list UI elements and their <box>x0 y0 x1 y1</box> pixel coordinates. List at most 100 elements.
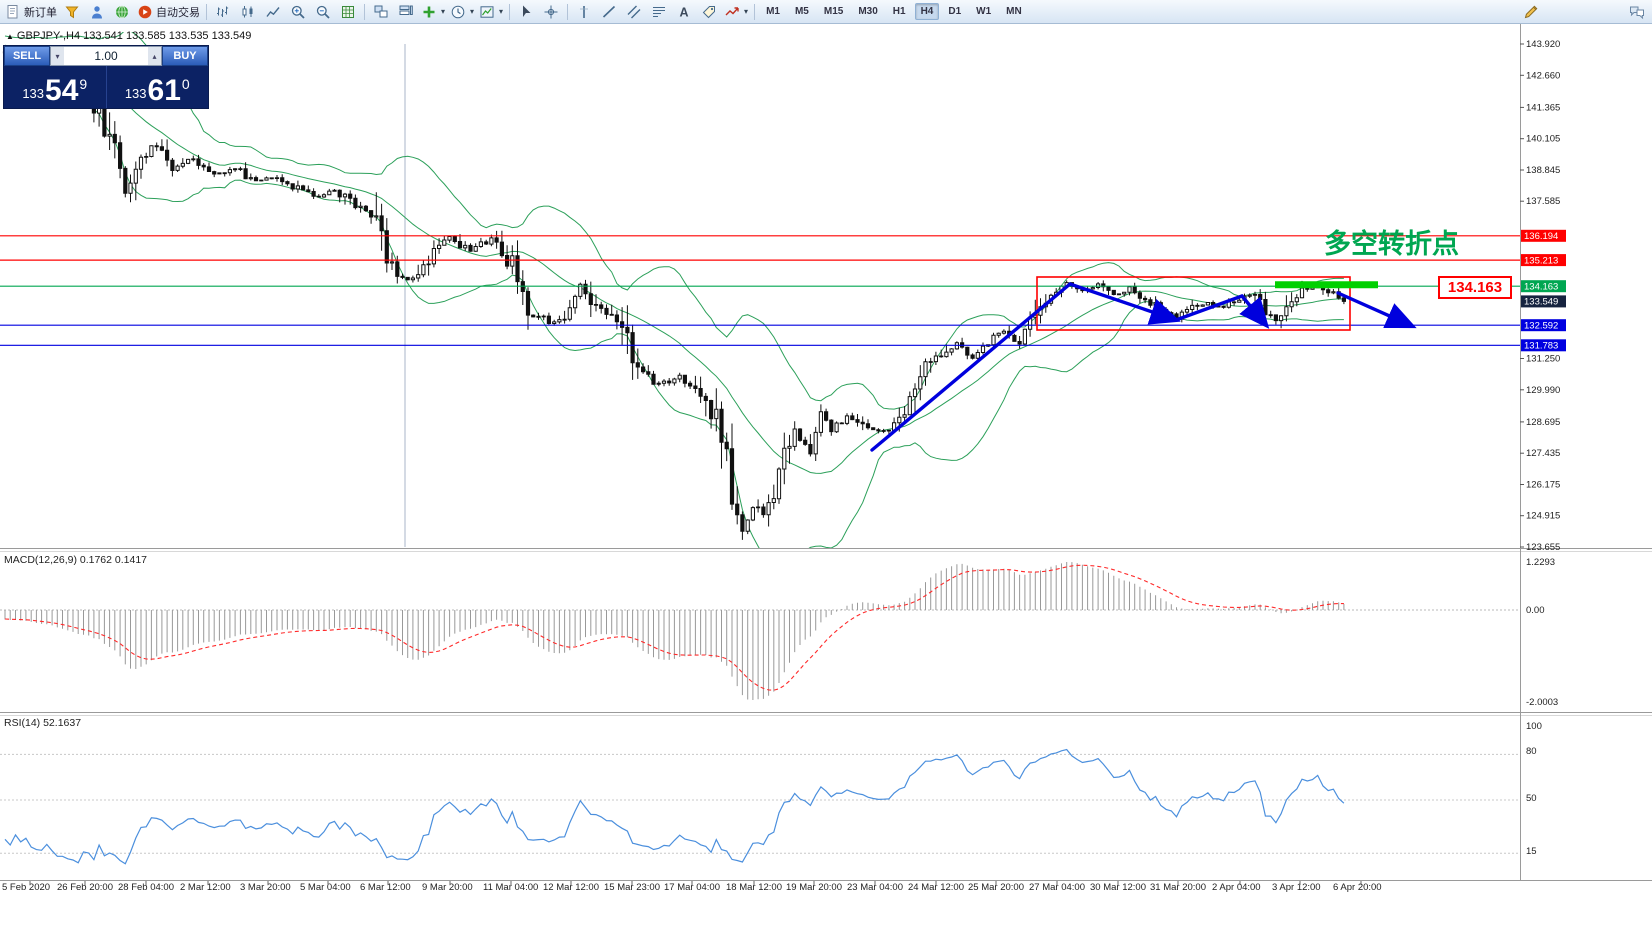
trend-icon <box>602 5 616 18</box>
funnel-icon <box>65 6 79 18</box>
cascade-windows-button[interactable] <box>394 2 418 22</box>
buy-button[interactable]: BUY <box>162 46 208 66</box>
fibonacci-button[interactable] <box>647 2 671 22</box>
favorites-button[interactable] <box>60 2 84 22</box>
price-callout-label[interactable]: 134.163 <box>1438 276 1512 299</box>
volume-input[interactable]: 1.00 <box>94 49 118 63</box>
svg-text:15: 15 <box>1526 846 1537 857</box>
timeframe-h1[interactable]: H1 <box>892 6 906 17</box>
chart-canvas[interactable]: 143.920 142.660 141.365 140.105 138.845 137.5… <box>0 24 1652 946</box>
macd-indicator-label: MACD(12,26,9) 0.1762 0.1417 <box>4 554 148 566</box>
bar-chart-button[interactable] <box>211 2 235 22</box>
person-icon <box>92 5 102 18</box>
clock-icon <box>451 5 465 18</box>
crosshair-button[interactable] <box>539 2 563 22</box>
linechart-icon <box>266 6 280 17</box>
dropdown-arrow-icon: ▾ <box>744 7 749 16</box>
timeframe-m1[interactable]: M1 <box>766 6 780 17</box>
svg-text:3 Mar 20:00: 3 Mar 20:00 <box>240 882 291 893</box>
svg-text:23 Mar 04:00: 23 Mar 04:00 <box>847 882 903 893</box>
volume-down-button[interactable]: ▾ <box>51 47 64 65</box>
timeframe-m5[interactable]: M5 <box>794 6 809 17</box>
text-button[interactable]: A <box>672 2 696 22</box>
label-button[interactable] <box>697 2 721 22</box>
new-order-button[interactable]: 新订单 <box>3 2 59 22</box>
tile-windows-button[interactable] <box>336 2 360 22</box>
pencil-icon <box>1524 5 1538 18</box>
zoomin-icon <box>291 5 305 19</box>
quick-edit-button[interactable] <box>1519 2 1543 22</box>
autotrading-button-label: 自动交易 <box>156 6 200 19</box>
panel-expander-icon[interactable]: ▲ <box>6 32 14 41</box>
vline-icon <box>580 5 589 18</box>
template-icon <box>480 5 494 18</box>
svg-text:1.2293: 1.2293 <box>1526 557 1555 568</box>
add-indicator-button[interactable]: ▾ <box>419 2 447 22</box>
cursor-button[interactable] <box>514 2 538 22</box>
zoom-in-button[interactable] <box>286 2 310 22</box>
plus-icon <box>423 6 435 17</box>
turning-point-annotation[interactable]: 多空转折点 <box>1324 229 1459 259</box>
svg-text:18 Mar 12:00: 18 Mar 12:00 <box>726 882 782 893</box>
panel-separators[interactable] <box>0 24 1652 881</box>
zoomout-icon <box>316 5 330 19</box>
buy-price[interactable]: 133 61 0 <box>107 66 209 108</box>
svg-text:136.194: 136.194 <box>1524 231 1558 242</box>
doc-icon <box>7 4 18 18</box>
template-button[interactable]: ▾ <box>477 2 505 22</box>
rsi-axis[interactable]: 100 80 50 15 <box>1526 721 1542 857</box>
community-button[interactable] <box>110 2 134 22</box>
dropdown-arrow-icon: ▾ <box>499 7 504 16</box>
autotrading-button[interactable]: 自动交易 <box>135 2 202 22</box>
vertical-line-button[interactable] <box>572 2 596 22</box>
time-axis[interactable]: 5 Feb 2020 26 Feb 20:00 28 Feb 04:00 2 Mar … <box>2 881 1382 893</box>
textA-icon: A <box>680 5 689 19</box>
arrows-icon <box>725 6 739 15</box>
chat-icon <box>1630 6 1644 19</box>
price-axis[interactable]: 143.920 142.660 141.365 140.105 138.845 137.5… <box>1520 39 1566 553</box>
channel-icon <box>627 5 641 18</box>
profile-button[interactable] <box>85 2 109 22</box>
arrows-button[interactable]: ▾ <box>722 2 750 22</box>
svg-text:12 Mar 12:00: 12 Mar 12:00 <box>543 882 599 893</box>
macd-axis[interactable]: 1.2293 0.00 -2.0003 <box>1526 557 1558 708</box>
dropdown-arrow-icon: ▾ <box>441 7 446 16</box>
svg-text:126.175: 126.175 <box>1526 480 1560 491</box>
svg-text:142.660: 142.660 <box>1526 70 1560 81</box>
svg-text:129.990: 129.990 <box>1526 385 1560 396</box>
top-toolbar: 新订单 自动交易 ▾ ▾ ▾ A ▾ M1 M5 M15 M30 H1 H4 D1 W1 MN <box>0 0 1652 24</box>
svg-text:15 Mar 23:00: 15 Mar 23:00 <box>604 882 660 893</box>
channel-button[interactable] <box>622 2 646 22</box>
red-rectangle-object[interactable] <box>1036 276 1351 331</box>
crosshair-icon <box>544 5 558 18</box>
timeframe-d1[interactable]: D1 <box>948 6 962 17</box>
volume-up-button[interactable]: ▴ <box>148 47 161 65</box>
timeframe-m30[interactable]: M30 <box>858 6 878 17</box>
zoom-out-button[interactable] <box>311 2 335 22</box>
svg-text:25 Mar 20:00: 25 Mar 20:00 <box>968 882 1024 893</box>
horizontal-level-lines[interactable] <box>0 235 1520 346</box>
toolbar-separator <box>364 3 365 20</box>
svg-text:19 Mar 20:00: 19 Mar 20:00 <box>786 882 842 893</box>
buy-price-big: 61 <box>147 74 181 107</box>
timeframe-w1[interactable]: W1 <box>976 6 992 17</box>
svg-text:138.845: 138.845 <box>1526 165 1560 176</box>
toolbar-separator <box>509 3 511 20</box>
candle-chart-button[interactable] <box>236 2 260 22</box>
chat-button[interactable] <box>1625 2 1649 22</box>
sell-price[interactable]: 133 54 9 <box>4 66 106 108</box>
svg-text:143.920: 143.920 <box>1526 39 1560 50</box>
timeframe-mn[interactable]: MN <box>1006 6 1022 17</box>
arrange-windows-button[interactable] <box>369 2 393 22</box>
timeframe-h4[interactable]: H4 <box>914 3 940 20</box>
periods-button[interactable]: ▾ <box>448 2 476 22</box>
svg-text:100: 100 <box>1526 721 1542 732</box>
blue-trend-arrows[interactable] <box>870 282 1417 452</box>
trendline-button[interactable] <box>597 2 621 22</box>
line-chart-button[interactable] <box>261 2 285 22</box>
svg-text:124.915: 124.915 <box>1526 511 1560 522</box>
svg-text:2 Apr 04:00: 2 Apr 04:00 <box>1212 882 1261 893</box>
sell-button[interactable]: SELL <box>4 46 50 66</box>
timeframe-m15[interactable]: M15 <box>823 6 844 17</box>
svg-text:135.213: 135.213 <box>1524 255 1558 266</box>
